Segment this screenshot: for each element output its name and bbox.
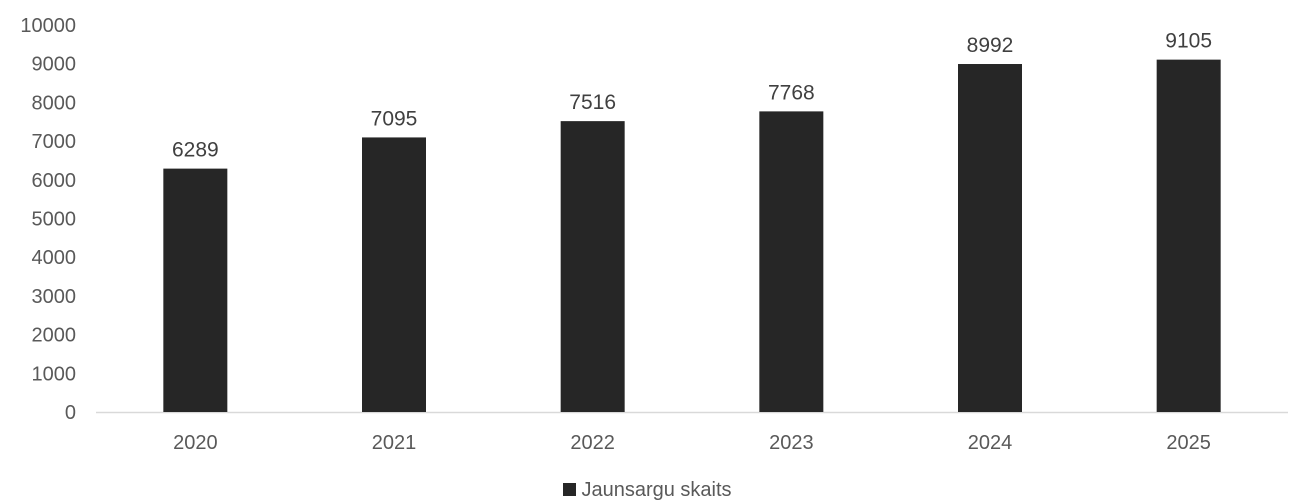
bar	[560, 121, 625, 412]
y-tick-label: 8000	[32, 92, 77, 114]
legend-swatch	[563, 483, 577, 496]
data-label: 7768	[768, 81, 815, 104]
bar	[362, 137, 426, 412]
y-tick-label: 9000	[32, 54, 77, 76]
bar	[759, 111, 824, 412]
y-tick-label: 10000	[20, 15, 76, 37]
y-tick-label: 1000	[32, 363, 77, 385]
x-tick-label: 2025	[1166, 432, 1211, 454]
chart-legend: Jaunsargu skaits	[0, 478, 1295, 502]
bar	[163, 168, 228, 412]
y-tick-label: 3000	[32, 286, 77, 308]
y-tick-label: 7000	[32, 131, 77, 153]
x-tick-label: 2024	[968, 432, 1013, 454]
y-tick-label: 4000	[32, 247, 77, 269]
x-tick-label: 2023	[769, 432, 814, 454]
legend-label: Jaunsargu skaits	[581, 479, 732, 501]
bar	[1156, 59, 1221, 412]
bar	[958, 64, 1022, 413]
data-label: 7095	[371, 107, 418, 130]
x-tick-label: 2022	[570, 432, 615, 454]
y-tick-label: 5000	[32, 209, 77, 231]
x-tick-label: 2020	[173, 432, 218, 454]
x-tick-label: 2021	[372, 432, 417, 454]
data-label: 9105	[1165, 30, 1212, 53]
data-label: 6289	[172, 139, 219, 162]
y-tick-label: 2000	[32, 325, 77, 347]
chart-plot-area: 0 1000 2000 3000 4000 5000 6000 7000 8000 9000 100…	[20, 15, 1288, 454]
data-label: 7516	[569, 91, 616, 114]
y-tick-label: 6000	[32, 170, 77, 192]
y-tick-label: 0	[65, 402, 76, 424]
data-label: 8992	[967, 34, 1014, 57]
